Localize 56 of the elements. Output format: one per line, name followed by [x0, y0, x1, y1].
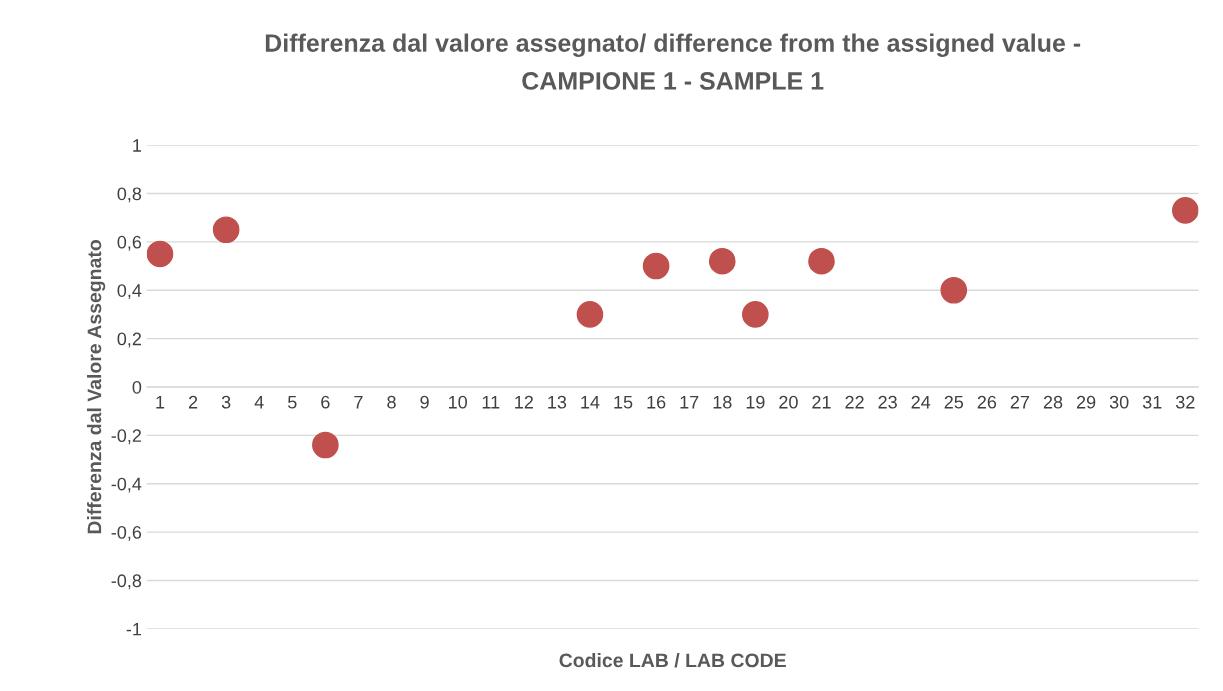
- x-tick-label: 19: [746, 395, 765, 409]
- y-tick-label: 0,6: [117, 235, 142, 251]
- point: [212, 216, 240, 244]
- x-tick-label: 13: [548, 395, 567, 409]
- point: [708, 247, 736, 275]
- y-tick-label: 1: [133, 139, 142, 152]
- x-tick-label: 3: [221, 395, 231, 409]
- point: [312, 431, 339, 459]
- x-tick-label: 29: [1076, 395, 1096, 409]
- chart-title: Differenza dal valore assegnato/ difference from the assigned value - CAMPIONE 1 - SAMPLE 1: [265, 33, 1081, 90]
- y-tick-label: -0,6: [111, 526, 142, 541]
- x-tick-label: 5: [287, 395, 297, 409]
- x-tick-label: 20: [779, 395, 798, 409]
- x-tick-label: 26: [977, 395, 997, 409]
- x-tick-label: 14: [581, 395, 600, 409]
- point: [940, 276, 968, 304]
- point: [642, 252, 670, 280]
- x-tick-label: 11: [482, 395, 500, 409]
- point: [742, 301, 769, 328]
- y-tick-label: -1: [126, 622, 142, 636]
- point: [576, 301, 604, 328]
- x-tick-label: 7: [354, 395, 363, 409]
- y-tick-label: 0,8: [117, 187, 142, 203]
- point: [808, 247, 835, 275]
- x-tick-label: 12: [515, 395, 533, 409]
- y-tick-label: -0,4: [111, 477, 142, 493]
- x-tick-label: 27: [1010, 395, 1030, 409]
- x-tick-label: 22: [845, 395, 864, 409]
- point: [1171, 197, 1199, 224]
- y-tick-label: 0: [132, 380, 142, 394]
- x-tick-label: 24: [911, 395, 931, 409]
- y-tick-label: 0,4: [117, 284, 142, 300]
- x-axis-title: Codice LAB / LAB CODE: [559, 652, 786, 668]
- x-tick-label: 2: [188, 395, 198, 409]
- x-tick-label: 25: [944, 395, 964, 409]
- x-tick-label: 31: [1142, 395, 1162, 409]
- x-tick-label: 15: [614, 395, 633, 409]
- x-tick-label: 17: [680, 395, 699, 409]
- x-tick-label: 16: [647, 395, 666, 409]
- x-tick-label: 30: [1109, 395, 1129, 409]
- point: [146, 240, 174, 268]
- x-tick-label: 1: [156, 395, 165, 409]
- x-tick-label: 28: [1043, 395, 1063, 409]
- x-tick-label: 21: [812, 395, 831, 409]
- x-tick-label: 6: [321, 395, 330, 409]
- x-tick-label: 9: [420, 395, 429, 409]
- x-tick-label: 8: [387, 395, 396, 409]
- y-tick-label: -0,2: [111, 429, 141, 445]
- x-tick-label: 10: [449, 395, 467, 409]
- y-tick-label: 0,2: [117, 332, 141, 348]
- x-tick-label: 23: [878, 395, 897, 409]
- x-tick-label: 32: [1175, 395, 1195, 409]
- y-tick-label: -0,8: [111, 574, 142, 590]
- x-tick-label: 4: [254, 395, 264, 409]
- y-axis-title: Differenza dal Valore Assegnato: [87, 240, 106, 534]
- x-tick-label: 18: [713, 395, 732, 409]
